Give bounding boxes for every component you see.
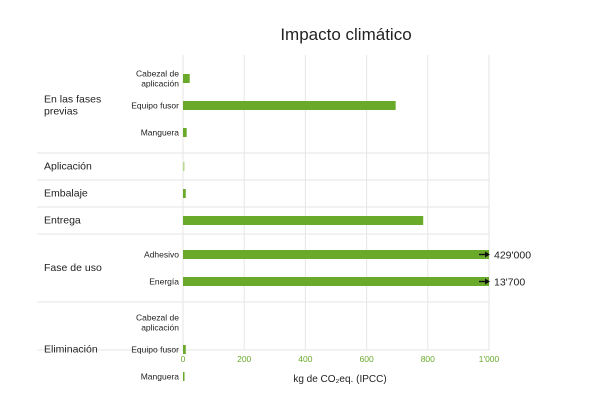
item-label-line: Cabezal de bbox=[136, 313, 179, 323]
group-label-line: Fase de uso bbox=[44, 262, 102, 274]
item-label: Energía bbox=[149, 277, 179, 287]
bar bbox=[183, 372, 185, 381]
item-label-line: Manguera bbox=[141, 128, 180, 138]
item-label-line: Adhesivo bbox=[144, 250, 179, 260]
group-label: Fase de uso bbox=[44, 262, 102, 274]
bar bbox=[183, 277, 489, 286]
item-label: Equipo fusor bbox=[131, 101, 179, 111]
item-label-line: Energía bbox=[149, 277, 179, 287]
item-label-line: aplicación bbox=[141, 323, 179, 333]
item-label: Cabezal de aplicación bbox=[136, 313, 179, 333]
group-label: En las fases previas bbox=[44, 94, 101, 118]
item-label-line: Equipo fusor bbox=[131, 345, 179, 355]
group-label-line: Embalaje bbox=[44, 188, 88, 200]
item-label: Manguera bbox=[141, 128, 180, 138]
bar bbox=[183, 74, 190, 83]
chart-title: Impacto climático bbox=[280, 25, 411, 44]
item-label: Manguera bbox=[141, 372, 180, 382]
x-tick-label: 800 bbox=[421, 354, 435, 364]
group-label: Eliminación bbox=[44, 344, 98, 356]
bar bbox=[183, 345, 186, 354]
x-tick-label: 600 bbox=[360, 354, 374, 364]
grid bbox=[37, 55, 490, 351]
overflow-arrow-head bbox=[485, 251, 490, 258]
item-label-line: aplicación bbox=[141, 79, 179, 89]
x-tick-label: 400 bbox=[298, 354, 312, 364]
group-label-line: Entrega bbox=[44, 215, 81, 227]
item-label: Cabezal de aplicación bbox=[136, 69, 179, 89]
x-axis-label: kg de CO₂eq. (IPCC) bbox=[293, 374, 386, 385]
item-label-line: Manguera bbox=[141, 372, 180, 382]
group-label: Embalaje bbox=[44, 188, 88, 200]
value-annotation: 13'700 bbox=[494, 277, 525, 289]
value-annotation: 429'000 bbox=[494, 250, 531, 262]
x-tick-label: 1'000 bbox=[479, 354, 500, 364]
overflow-arrow-head bbox=[485, 278, 490, 285]
bar bbox=[183, 128, 187, 137]
item-label: Equipo fusor bbox=[131, 345, 179, 355]
item-label-line: Cabezal de bbox=[136, 69, 179, 79]
x-tick-label: 200 bbox=[237, 354, 251, 364]
group-label: Aplicación bbox=[44, 161, 92, 173]
group-label-line: Aplicación bbox=[44, 161, 92, 173]
item-label: Adhesivo bbox=[144, 250, 179, 260]
bar bbox=[183, 250, 489, 259]
group-label: Entrega bbox=[44, 215, 81, 227]
group-label-line: En las fases bbox=[44, 94, 101, 106]
bar bbox=[183, 216, 424, 225]
group-label-line: previas bbox=[44, 106, 78, 118]
group-label-line: Eliminación bbox=[44, 344, 98, 356]
x-axis-ticks: 0 200 400 600 800 1'000 bbox=[181, 354, 500, 364]
item-label-line: Equipo fusor bbox=[131, 101, 179, 111]
bar bbox=[183, 101, 396, 110]
bar bbox=[183, 162, 185, 171]
bars: 429'000 13'700 bbox=[183, 74, 531, 381]
x-tick-label: 0 bbox=[181, 354, 186, 364]
bar bbox=[183, 189, 186, 198]
